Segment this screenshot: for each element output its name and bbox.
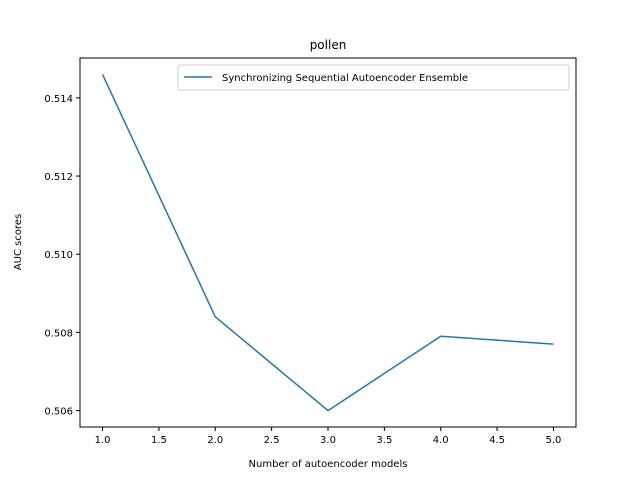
x-axis-label: Number of autoencoder models bbox=[249, 459, 408, 470]
x-axis: 1.0 1.5 2.0 2.5 3.0 3.5 4.0 4.5 5.0 bbox=[95, 427, 562, 446]
y-tick-label: 0.510 bbox=[44, 250, 73, 261]
y-tick-label: 0.508 bbox=[44, 328, 73, 339]
y-axis: 0.506 0.508 0.510 0.512 0.514 bbox=[44, 94, 80, 418]
legend: Synchronizing Sequential Autoencoder Ens… bbox=[177, 64, 570, 91]
x-tick-label: 4.0 bbox=[433, 435, 449, 446]
y-axis-label: AUC scores bbox=[13, 214, 24, 270]
x-tick-label: 3.0 bbox=[320, 435, 336, 446]
y-tick-label: 0.512 bbox=[44, 172, 73, 183]
y-tick-label: 0.514 bbox=[44, 94, 73, 105]
x-tick-label: 2.0 bbox=[207, 435, 223, 446]
legend-box bbox=[177, 64, 570, 91]
x-tick-label: 4.5 bbox=[489, 435, 505, 446]
x-tick-label: 1.0 bbox=[95, 435, 111, 446]
legend-label: Synchronizing Sequential Autoencoder Ens… bbox=[222, 73, 468, 84]
x-tick-label: 5.0 bbox=[546, 435, 562, 446]
series-line-0 bbox=[101, 74, 554, 412]
x-tick-label: 3.5 bbox=[376, 435, 392, 446]
plot-area-frame bbox=[79, 57, 577, 428]
y-tick-label: 0.506 bbox=[44, 407, 73, 418]
x-tick-label: 2.5 bbox=[264, 435, 280, 446]
x-tick-label: 1.5 bbox=[151, 435, 167, 446]
chart-title: pollen bbox=[310, 38, 347, 52]
